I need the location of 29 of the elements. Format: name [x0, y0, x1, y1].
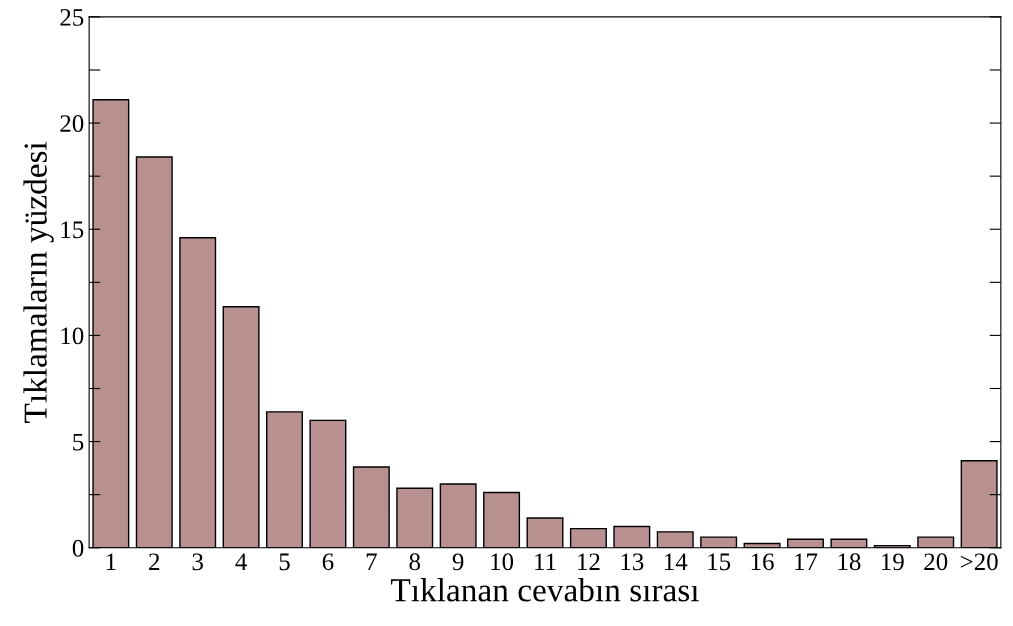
x-tick-label: 8 [409, 553, 421, 571]
x-tick-label: 11 [535, 553, 556, 570]
y-tick-label: 20 [60, 115, 84, 132]
x-tick-label: 10 [491, 553, 514, 571]
x-tick-label: 20 [924, 553, 948, 571]
x-tick-label: 16 [751, 553, 774, 571]
x-axis-title: Tıklanan cevabın sırası [391, 578, 699, 602]
x-tick-label: 1 [106, 553, 116, 570]
x-tick-label: 3 [192, 553, 203, 571]
x-tick-label: 4 [235, 553, 247, 570]
y-tick-label: 10 [61, 327, 84, 345]
x-tick-label: 13 [621, 553, 644, 571]
y-axis-title: Tıklamaların yüzdesi [23, 141, 54, 423]
x-tick-label: 12 [578, 553, 600, 570]
x-tick-label: 19 [882, 553, 904, 571]
y-tick-label: 25 [60, 9, 84, 26]
x-tick-label: 14 [664, 553, 688, 570]
y-tick-label: 15 [61, 221, 84, 239]
x-tick-label: 17 [795, 553, 818, 570]
x-tick-label: >20 [960, 553, 998, 571]
x-tick-label: 9 [452, 553, 464, 571]
x-tick-label: 5 [279, 553, 290, 571]
x-tick-label: 18 [838, 553, 861, 571]
y-tick-label: 5 [73, 433, 84, 451]
x-tick-label: 15 [708, 553, 731, 571]
y-tick-label: 0 [72, 539, 84, 557]
x-tick-label: 6 [322, 553, 334, 571]
x-tick-label: 2 [149, 553, 160, 570]
x-tick-label: 7 [366, 553, 377, 570]
